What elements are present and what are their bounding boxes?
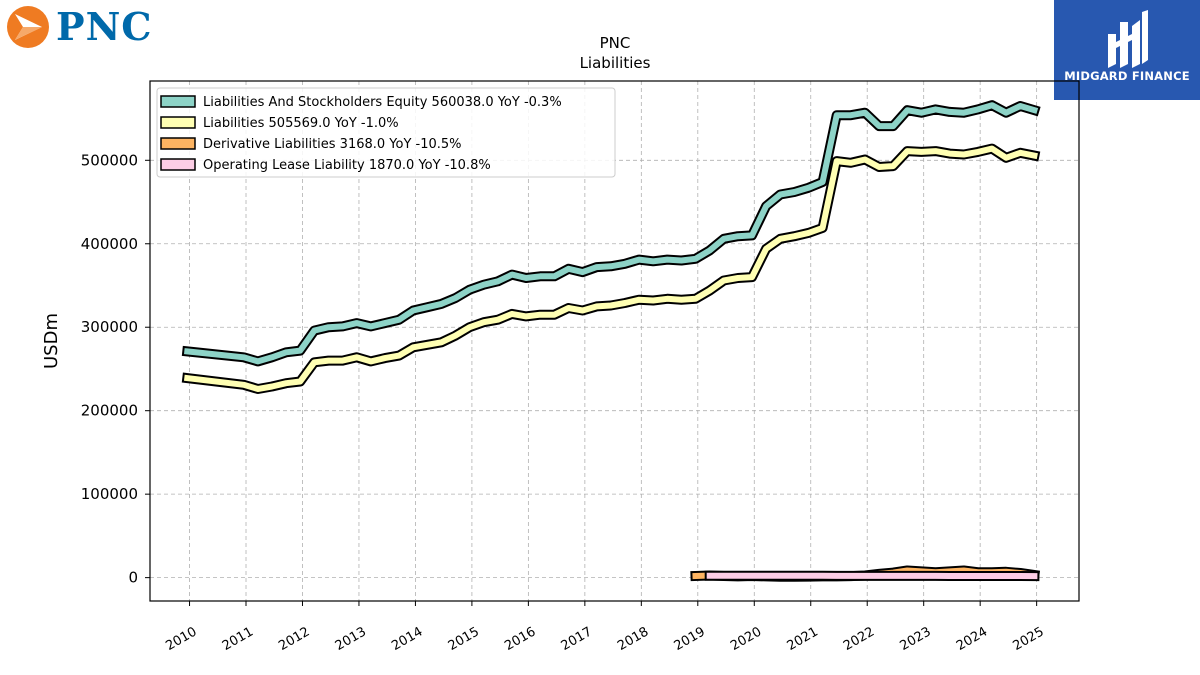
pnc-logo-text: PNC [56,4,153,49]
y-tick-label: 100000 [81,485,138,503]
x-tick-label: 2014 [389,624,425,654]
series-line-2 [181,143,1041,394]
x-tick-label: 2012 [276,624,312,654]
midgard-finance-logo: MIDGARD FINANCE [1054,0,1200,100]
x-tick-label: 2013 [333,624,369,654]
legend-swatch [160,95,196,108]
legend-label: Liabilities And Stockholders Equity 5600… [203,95,562,110]
plot-frame [149,80,1080,602]
legend-swatch [160,116,196,129]
x-tick-label: 2021 [785,624,821,654]
legend-label: Derivative Liabilities 3168.0 YoY -10.5% [203,137,462,152]
x-axis-ticks: 2010 2011 2012 2013 2014 2015 2016 2017 2018 2019… [163,601,1047,654]
legend-label: Liabilities 505569.0 YoY -1.0% [203,116,399,131]
x-tick-label: 2018 [615,624,651,654]
pnc-logo: PNC [6,5,156,49]
chart-subtitle: Liabilities [580,54,651,72]
pnc-logo-mark-icon [7,6,49,48]
series-lines [181,100,1041,582]
midgard-logo-mark-icon [1108,10,1148,68]
x-tick-label: 2025 [1010,624,1046,654]
x-tick-label: 2017 [559,624,595,654]
x-tick-label: 2016 [502,624,538,654]
x-tick-label: 2024 [954,624,990,654]
chart-title: PNC [600,34,631,52]
x-tick-label: 2022 [841,624,877,654]
y-tick-label: 300000 [81,318,138,336]
legend-swatch [160,158,196,171]
x-tick-label: 2023 [898,624,934,654]
series-line-stroke [184,102,1039,365]
y-tick-label: 0 [128,569,138,587]
legend-box [156,87,616,178]
legend: Liabilities And Stockholders Equity 5600… [156,87,616,178]
legend-swatch [160,137,196,150]
x-tick-label: 2015 [446,624,482,654]
y-axis-label: USDm [41,313,62,369]
y-tick-label: 500000 [81,151,138,169]
y-tick-label: 400000 [81,235,138,253]
y-axis-ticks: 0 100000 200000 300000 400000 500000 [81,151,150,587]
series-line-1 [181,100,1041,367]
y-tick-label: 200000 [81,402,138,420]
x-tick-label: 2011 [220,624,256,654]
x-tick-label: 2010 [163,624,199,654]
x-tick-label: 2019 [672,624,708,654]
x-tick-label: 2020 [728,624,764,654]
midgard-logo-text: MIDGARD FINANCE [1064,69,1190,83]
series-line-stroke [183,145,1038,392]
legend-label: Operating Lease Liability 1870.0 YoY -10… [203,158,491,173]
